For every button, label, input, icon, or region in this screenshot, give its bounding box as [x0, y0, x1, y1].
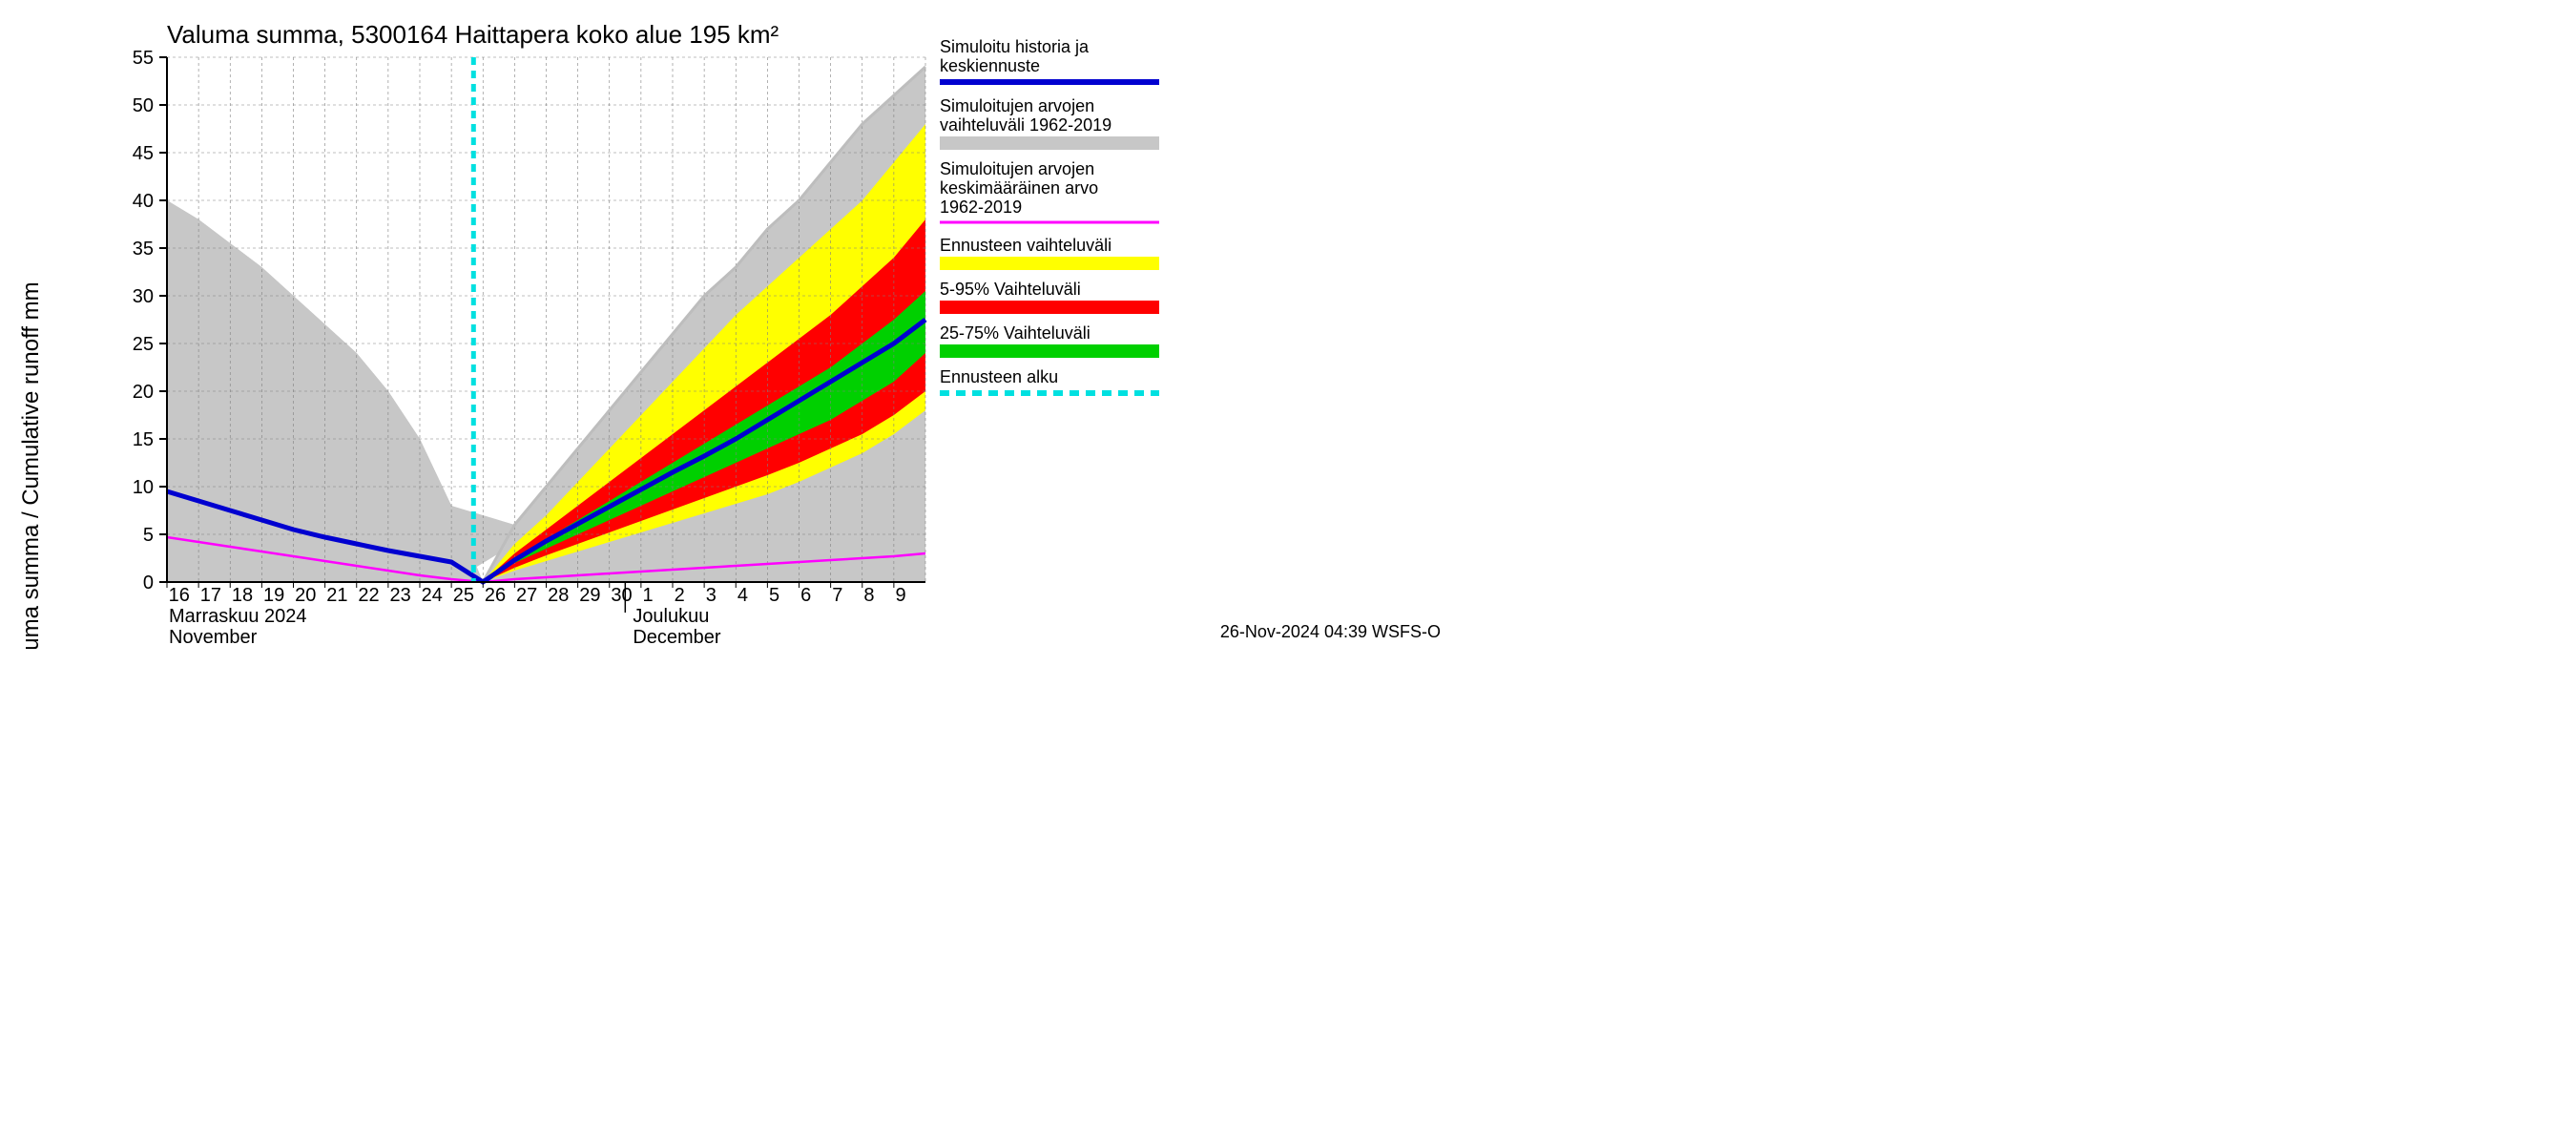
svg-text:45: 45: [133, 143, 154, 164]
svg-text:20: 20: [133, 382, 154, 403]
svg-text:16: 16: [169, 585, 190, 606]
footer-timestamp: 26-Nov-2024 04:39 WSFS-O: [1220, 622, 1441, 641]
svg-text:3: 3: [706, 585, 717, 606]
svg-text:keskiennuste: keskiennuste: [940, 56, 1040, 75]
svg-text:35: 35: [133, 239, 154, 260]
svg-text:Simuloitujen arvojen: Simuloitujen arvojen: [940, 96, 1094, 115]
svg-text:10: 10: [133, 477, 154, 498]
svg-text:4: 4: [737, 585, 748, 606]
svg-text:25: 25: [133, 334, 154, 355]
chart-title: Valuma summa, 5300164 Haittapera koko al…: [167, 20, 779, 49]
svg-text:26: 26: [485, 585, 506, 606]
svg-text:6: 6: [800, 585, 811, 606]
svg-text:1: 1: [643, 585, 654, 606]
svg-text:November: November: [169, 627, 258, 648]
svg-text:25-75% Vaihteluväli: 25-75% Vaihteluväli: [940, 323, 1091, 343]
svg-text:22: 22: [358, 585, 379, 606]
svg-text:Ennusteen vaihteluväli: Ennusteen vaihteluväli: [940, 236, 1111, 255]
svg-text:Marraskuu 2024: Marraskuu 2024: [169, 606, 307, 627]
svg-text:23: 23: [390, 585, 411, 606]
svg-text:40: 40: [133, 191, 154, 212]
svg-text:30: 30: [611, 585, 632, 606]
svg-text:vaihteluväli 1962-2019: vaihteluväli 1962-2019: [940, 115, 1111, 135]
svg-text:21: 21: [326, 585, 347, 606]
svg-text:20: 20: [295, 585, 316, 606]
svg-text:Simuloitu historia ja: Simuloitu historia ja: [940, 37, 1090, 56]
svg-text:1962-2019: 1962-2019: [940, 198, 1022, 217]
svg-text:55: 55: [133, 48, 154, 69]
svg-text:30: 30: [133, 286, 154, 307]
svg-text:Ennusteen alku: Ennusteen alku: [940, 367, 1058, 386]
svg-text:7: 7: [832, 585, 842, 606]
svg-text:50: 50: [133, 95, 154, 116]
svg-text:keskimääräinen arvo: keskimääräinen arvo: [940, 178, 1098, 198]
svg-text:27: 27: [516, 585, 537, 606]
svg-text:8: 8: [863, 585, 874, 606]
svg-text:December: December: [633, 627, 721, 648]
svg-text:5: 5: [143, 525, 154, 546]
svg-text:15: 15: [133, 429, 154, 450]
svg-text:29: 29: [579, 585, 600, 606]
svg-text:Joulukuu: Joulukuu: [633, 606, 709, 627]
svg-text:2: 2: [675, 585, 685, 606]
svg-text:9: 9: [896, 585, 906, 606]
svg-text:0: 0: [143, 572, 154, 593]
svg-text:18: 18: [232, 585, 253, 606]
svg-text:Simuloitujen arvojen: Simuloitujen arvojen: [940, 159, 1094, 178]
svg-text:24: 24: [422, 585, 443, 606]
svg-text:25: 25: [453, 585, 474, 606]
svg-text:5: 5: [769, 585, 779, 606]
svg-text:Valuma summa / Cumulative runo: Valuma summa / Cumulative runoff mm: [18, 281, 44, 649]
svg-text:28: 28: [548, 585, 569, 606]
svg-text:19: 19: [263, 585, 284, 606]
svg-text:17: 17: [200, 585, 221, 606]
svg-text:5-95% Vaihteluväli: 5-95% Vaihteluväli: [940, 280, 1081, 299]
